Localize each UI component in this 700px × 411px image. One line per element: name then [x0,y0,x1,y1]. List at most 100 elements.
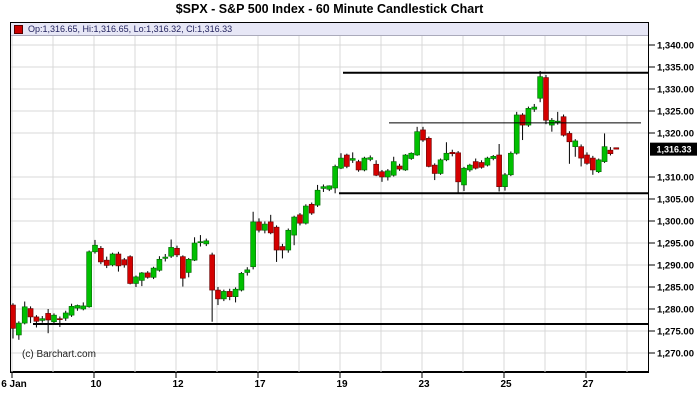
y-axis-label: 1,300.00 [657,216,694,227]
candle-body-up [508,152,514,176]
candle-body-up [244,269,251,273]
candle-body-down [344,154,350,167]
candle-body-down [180,256,186,279]
candle-body-down [613,147,620,150]
candle-body-down [449,152,456,154]
candle-body-down [455,152,461,183]
candle-body-up [150,267,157,278]
candle-body-up [385,170,391,178]
candle-body-up [185,258,192,273]
y-axis-label: 1,280.00 [657,304,694,315]
candle-body-up [408,152,415,159]
candle-body-up [191,242,198,261]
candle-body-up [513,114,520,154]
plot-area [10,22,649,373]
candle-body-up [303,205,309,224]
candle-body-down [607,149,614,154]
candle-body-down [256,221,262,231]
candle-body-down [308,203,315,214]
candle-body-up [437,159,444,174]
candle-body-up [467,164,473,171]
candle-body-down [226,291,233,297]
quote-legend: Op:1,316.65, Hi:1,316.65, Lo:1,316.32, C… [11,23,648,36]
candle-body-down [121,259,128,266]
candle-body-up [109,253,116,266]
candle-body-up [390,161,397,176]
y-axis-label: 1,320.00 [657,128,694,139]
candle-body-up [484,157,491,166]
candle-body-up [197,241,204,243]
x-axis-label: 19 [336,379,348,390]
candle-body-down [578,146,584,159]
candle-body-up [133,276,139,284]
x-axis-label: 6 Jan [1,379,27,390]
candle-body-down [297,214,303,224]
candle-body-down [431,164,438,174]
y-axis-label: 1,270.00 [657,348,694,359]
candle-body-up [531,106,538,110]
candle-body-up [537,76,543,99]
candle-body-down [584,154,590,164]
candle-body-down [472,161,479,169]
candle-body-down [426,137,432,167]
candle-body-down [396,165,403,170]
candle-body-up [461,167,467,186]
candle-body-down [27,308,34,318]
candle-body-down [127,256,133,284]
candle-body-down [103,259,110,266]
x-axis-label: 10 [90,379,102,390]
candle-body-up [16,322,22,336]
candle-body-up [250,221,256,268]
candle-body-up [595,159,602,173]
x-axis-label: 12 [172,379,184,390]
y-axis-label: 1,295.00 [657,238,694,249]
candle-body-up [162,256,169,259]
candle-body-up [572,140,579,147]
candle-body-down [215,289,221,300]
y-axis-label: 1,305.00 [657,194,694,205]
y-axis-label: 1,340.00 [657,40,694,51]
candle-body-up [168,247,174,257]
candle-body-up [361,157,368,171]
x-axis-label: 23 [418,379,430,390]
candle-body-down [566,133,573,143]
candle-body-up [238,273,245,291]
candle-body-down [420,129,426,141]
candle-body-down [10,304,16,329]
candle-body-down [560,116,567,136]
candle-body-up [80,305,87,310]
candle-body-up [367,157,374,160]
candle-body-up [349,158,356,161]
candle-body-up [443,152,450,161]
y-axis-label: 1,330.00 [657,84,694,95]
candle-body-down [144,272,151,278]
last-price-tag-label: 1,316.33 [656,145,691,155]
candle-body-up [39,318,46,321]
candle-body-down [496,154,502,187]
candle-body-up [320,186,327,189]
candle-body-up [262,223,268,231]
copyright-watermark: (c) Barchart.com [22,349,96,360]
candle-body-up [156,258,163,271]
candle-body-up [525,108,532,126]
candle-body-up [314,189,321,206]
candle-body-up [92,244,98,253]
candle-body-up [285,229,292,251]
candle-body-up [68,306,75,316]
candle-body-down [590,157,596,171]
candle-body-up [21,306,28,324]
candle-body-up [291,216,297,236]
candle-body-up [332,166,338,189]
y-axis-label: 1,285.00 [657,282,694,293]
x-axis-label: 17 [254,379,266,390]
legend-candle-swatch-icon [14,24,23,34]
candle-body-up [203,240,210,245]
candle-body-up [601,146,608,162]
candle-body-up [338,157,344,169]
candle-body-up [232,288,239,297]
candle-body-down [373,163,379,176]
candle-body-down [98,247,104,263]
candle-body-down [267,221,274,234]
candle-body-down [273,226,280,251]
